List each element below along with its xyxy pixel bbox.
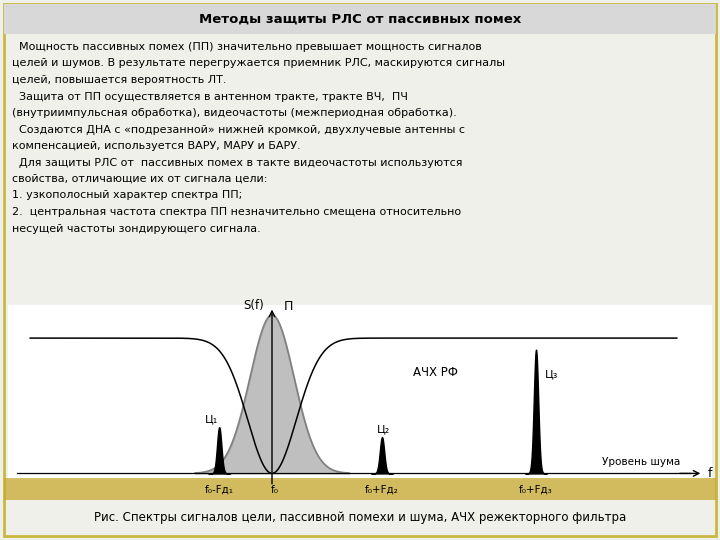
Text: целей и шумов. В результате перегружается приемник РЛС, маскируются сигналы: целей и шумов. В результате перегружаетс… [12, 58, 505, 69]
Text: свойства, отличающие их от сигнала цели:: свойства, отличающие их от сигнала цели: [12, 174, 267, 184]
Text: П: П [284, 300, 293, 313]
Bar [4, 4, 716, 34]
Text: f: f [708, 467, 712, 480]
Text: 1. узкополосный характер спектра ПП;: 1. узкополосный характер спектра ПП; [12, 191, 242, 200]
Text: Ц₁: Ц₁ [204, 414, 218, 424]
Text: Для защиты РЛС от  пассивных помех в такте видеочастоты используются: Для защиты РЛС от пассивных помех в такт… [12, 158, 462, 167]
Text: f₀-Fд₁: f₀-Fд₁ [204, 485, 234, 495]
Text: S(f): S(f) [243, 299, 264, 312]
Text: компенсацией, используется ВАРУ, МАРУ и БАРУ.: компенсацией, используется ВАРУ, МАРУ и … [12, 141, 301, 151]
Text: Защита от ПП осуществляется в антенном тракте, тракте ВЧ,  ПЧ: Защита от ПП осуществляется в антенном т… [12, 91, 408, 102]
Text: Рис. Спектры сигналов цели, пассивной помехи и шума, АЧХ режекторного фильтра: Рис. Спектры сигналов цели, пассивной по… [94, 511, 626, 524]
Text: несущей частоты зондирующего сигнала.: несущей частоты зондирующего сигнала. [12, 224, 261, 233]
Text: f₀: f₀ [271, 485, 279, 495]
Text: (внутриимпульсная обработка), видеочастоты (межпериодная обработка).: (внутриимпульсная обработка), видеочасто… [12, 108, 456, 118]
Text: Уровень шума: Уровень шума [602, 457, 680, 468]
Text: f₀+Fд₃: f₀+Fд₃ [519, 485, 553, 495]
Bar [4, 478, 716, 500]
Text: Методы защиты РЛС от пассивных помех: Методы защиты РЛС от пассивных помех [199, 12, 521, 25]
Text: Ц₃: Ц₃ [545, 370, 559, 380]
Bar [8, 305, 712, 480]
Text: f₀+Fд₂: f₀+Fд₂ [365, 485, 399, 495]
Text: Ц₂: Ц₂ [377, 424, 391, 434]
Text: АЧХ РФ: АЧХ РФ [413, 366, 458, 379]
Text: Мощность пассивных помех (ПП) значительно превышает мощность сигналов: Мощность пассивных помех (ПП) значительн… [12, 42, 482, 52]
Text: целей, повышается вероятность ЛТ.: целей, повышается вероятность ЛТ. [12, 75, 227, 85]
Text: 2.  центральная частота спектра ПП незначительно смещена относительно: 2. центральная частота спектра ПП незнач… [12, 207, 461, 217]
Text: Создаются ДНА с «подрезанной» нижней кромкой, двухлучевые антенны с: Создаются ДНА с «подрезанной» нижней кро… [12, 125, 465, 134]
